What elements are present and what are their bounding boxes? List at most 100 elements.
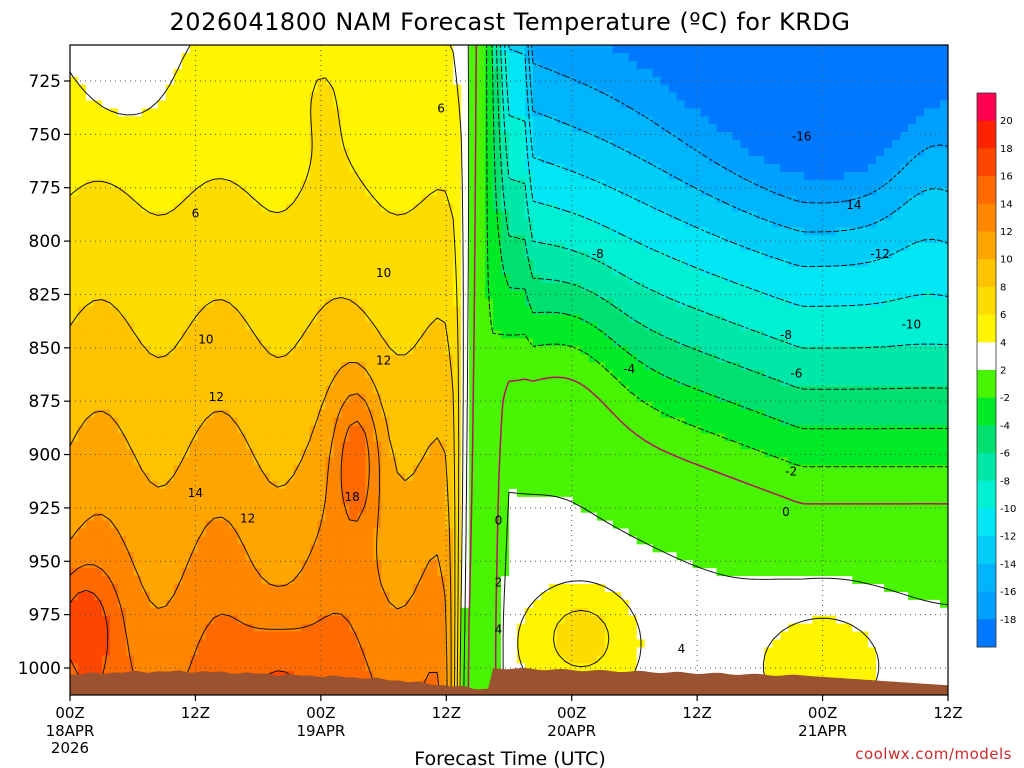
temperature-cell [716,203,726,213]
temperature-cell [301,274,311,284]
temperature-cell [892,298,901,308]
temperature-cell [261,266,271,276]
temperature-cell [125,148,135,157]
temperature-cell [596,338,606,347]
temperature-cell [804,227,813,236]
temperature-cell [245,140,255,149]
temperature-cell [477,354,486,363]
temperature-cell [405,132,414,141]
temperature-cell [197,219,207,228]
temperature-cell [77,314,87,324]
temperature-cell [740,306,750,316]
temperature-cell [868,155,877,165]
temperature-cell [764,203,773,213]
temperature-cell [796,259,805,268]
temperature-cell [365,354,374,363]
temperature-cell [812,132,821,141]
temperature-cell [916,377,925,387]
temperature-cell [708,290,718,300]
temperature-cell [373,179,382,189]
temperature-cell [381,235,390,244]
temperature-cell [285,393,295,403]
temperature-cell [373,362,382,371]
temperature-cell [532,306,542,316]
temperature-cell [149,52,159,62]
temperature-cell [812,259,821,268]
temperature-cell [668,163,678,173]
temperature-cell [700,124,710,133]
temperature-cell [253,45,263,54]
temperature-cell [141,179,151,189]
temperature-cell [844,393,853,403]
temperature-cell [365,92,374,102]
temperature-cell [564,346,574,355]
temperature-cell [77,259,87,268]
temperature-cell [301,298,311,308]
temperature-cell [189,290,199,300]
temperature-cell [349,243,358,252]
temperature-cell [556,282,566,292]
temperature-cell [285,52,295,62]
temperature-cell [844,100,853,110]
temperature-cell [253,306,263,316]
temperature-cell [421,346,430,355]
temperature-cell [269,290,279,300]
temperature-cell [93,322,103,331]
temperature-cell [820,211,829,220]
temperature-cell [85,330,95,339]
temperature-cell [381,322,390,331]
temperature-cell [277,370,287,379]
temperature-cell [932,243,941,252]
temperature-cell [772,100,781,110]
temperature-cell [189,100,199,110]
temperature-cell [748,306,758,316]
temperature-cell [884,227,893,236]
temperature-cell [277,179,287,189]
temperature-cell [277,290,287,300]
temperature-cell [852,84,861,94]
temperature-cell [612,179,622,189]
temperature-cell [357,195,366,205]
temperature-cell [405,298,414,308]
temperature-cell [644,60,654,70]
temperature-cell [628,235,638,244]
temperature-cell [509,155,518,165]
temperature-cell [628,266,638,276]
temperature-cell [381,148,390,157]
temperature-cell [509,314,518,324]
temperature-cell [764,84,773,94]
temperature-cell [173,179,183,189]
temperature-cell [77,171,87,181]
temperature-cell [245,251,255,260]
temperature-cell [756,235,766,244]
temperature-cell [564,338,574,347]
temperature-cell [548,116,558,125]
temperature-cell [421,108,430,117]
temperature-cell [596,60,606,70]
temperature-cell [812,92,821,102]
temperature-cell [524,108,534,117]
temperature-cell [229,370,239,379]
temperature-cell [421,330,430,339]
temperature-cell [532,251,542,260]
temperature-cell [764,68,773,78]
temperature-cell [109,45,119,54]
temperature-cell [764,235,773,244]
temperature-cell [732,171,742,181]
temperature-cell [620,338,630,347]
temperature-cell [812,116,821,125]
temperature-cell [405,211,414,220]
temperature-cell [932,52,941,62]
temperature-cell [940,330,948,339]
temperature-cell [724,377,734,387]
temperature-cell [740,377,750,387]
temperature-cell [684,298,694,308]
temperature-cell [596,211,606,220]
temperature-cell [325,171,334,181]
temperature-cell [628,92,638,102]
temperature-cell [740,124,750,133]
temperature-cell [588,330,598,339]
temperature-cell [940,124,948,133]
temperature-cell [181,393,191,403]
